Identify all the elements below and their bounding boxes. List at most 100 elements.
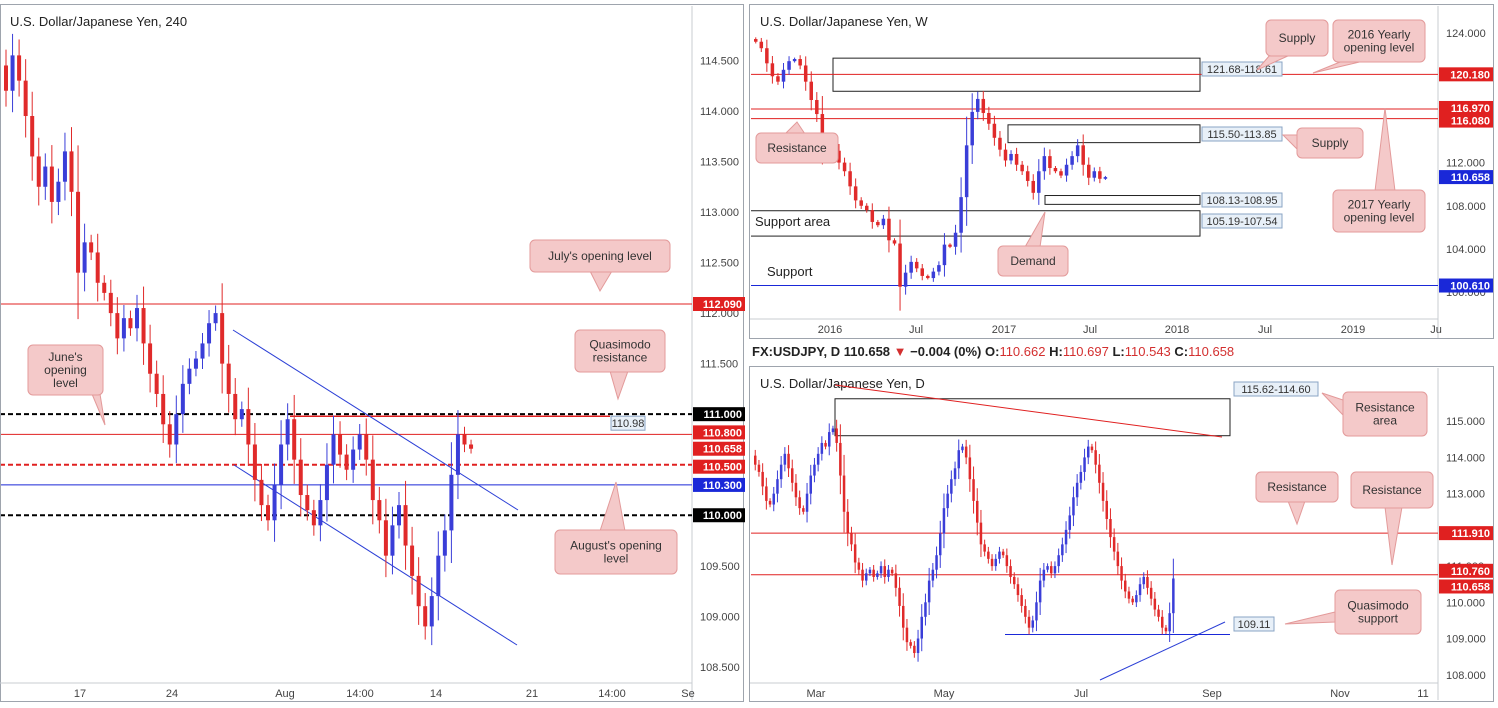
weekly-zone-label-bg bbox=[1201, 126, 1283, 142]
daily-candle bbox=[857, 562, 861, 570]
daily-candle bbox=[1105, 500, 1108, 520]
daily-candle bbox=[835, 428, 838, 443]
daily-candle bbox=[1050, 566, 1053, 574]
h4-x-tick: 14 bbox=[430, 688, 442, 700]
daily-candle bbox=[968, 457, 972, 480]
h4-candle bbox=[23, 80, 28, 117]
h4-candle bbox=[351, 449, 356, 470]
daily-candle bbox=[1079, 471, 1083, 483]
daily-candle bbox=[909, 642, 912, 646]
h4-y-tick: 108.500 bbox=[700, 662, 740, 674]
daily-candle bbox=[987, 551, 990, 559]
daily-candle bbox=[1094, 450, 1097, 465]
callout-junes-opening-text: level bbox=[53, 376, 78, 390]
h4-price-tag: 110.500 bbox=[703, 462, 742, 474]
daily-y-tick: 109.000 bbox=[1446, 634, 1486, 646]
weekly-support-label: Support bbox=[767, 264, 813, 279]
weekly-x-tick: 2016 bbox=[818, 324, 842, 336]
h4-candle bbox=[397, 505, 401, 526]
daily-candle bbox=[1109, 519, 1112, 538]
h4-candle bbox=[10, 55, 15, 91]
daily-candle bbox=[1116, 551, 1120, 567]
quote-open-label: O: bbox=[984, 344, 1000, 359]
h4-candle bbox=[187, 368, 192, 384]
daily-price-tag: 111.910 bbox=[1451, 528, 1490, 540]
daily-candle bbox=[757, 464, 761, 472]
weekly-zone-label: 105.19-107.54 bbox=[1207, 216, 1278, 228]
down-arrow-icon: ▼ bbox=[893, 344, 907, 359]
daily-candle bbox=[990, 558, 994, 567]
h4-y-tick: 112.500 bbox=[700, 258, 739, 270]
daily-candle bbox=[1072, 497, 1075, 516]
daily-x-tick: Mar bbox=[807, 688, 826, 700]
daily-trendline-resistance bbox=[834, 384, 1223, 438]
daily-candle bbox=[1068, 515, 1071, 530]
daily-candle bbox=[846, 511, 849, 534]
quote-bar: FX:USDJPY, D 110.658 ▼ −0.004 (0%) O:110… bbox=[752, 344, 1234, 359]
daily-candle bbox=[809, 475, 812, 494]
h4-price-tag-bg bbox=[693, 297, 745, 312]
weekly-candle bbox=[770, 63, 775, 77]
h4-x-tick: 14:00 bbox=[598, 688, 626, 700]
daily-candle bbox=[1061, 544, 1064, 556]
h4-candle bbox=[390, 525, 395, 556]
h4-y-tick: 114.500 bbox=[700, 55, 739, 67]
daily-candle bbox=[1142, 576, 1145, 585]
weekly-candle bbox=[959, 197, 963, 233]
callout-quasimodo-resistance-text: resistance bbox=[593, 351, 648, 365]
daily-candle bbox=[768, 500, 772, 505]
weekly-x-tick: Ju bbox=[1430, 324, 1442, 336]
daily-candle bbox=[1098, 464, 1101, 483]
h4-candle bbox=[200, 343, 205, 359]
weekly-candle bbox=[876, 221, 880, 226]
daily-candle bbox=[1001, 551, 1005, 556]
weekly-price-tag: 100.610 bbox=[1450, 281, 1490, 293]
h4-y-tick: 109.500 bbox=[700, 561, 740, 573]
weekly-candle bbox=[853, 186, 858, 201]
weekly-candle bbox=[1098, 171, 1102, 179]
daily-candle bbox=[872, 569, 875, 577]
h4-candle bbox=[239, 409, 244, 420]
daily-candle bbox=[861, 569, 864, 581]
h4-x-tick: Se bbox=[681, 688, 694, 700]
quote-close-label: C: bbox=[1174, 344, 1189, 359]
daily-candle bbox=[1101, 482, 1105, 501]
h4-y-tick: 111.500 bbox=[700, 359, 738, 371]
h4-candle bbox=[403, 505, 408, 546]
daily-candle bbox=[1057, 555, 1060, 567]
weekly-zone bbox=[751, 210, 1201, 237]
weekly-candle bbox=[942, 244, 947, 266]
quote-low: 110.543 bbox=[1124, 344, 1171, 359]
daily-candle bbox=[824, 442, 827, 447]
callout-yearly-2017-text: 2017 Yearly bbox=[1348, 198, 1411, 212]
weekly-candle bbox=[765, 48, 769, 64]
daily-candle bbox=[853, 544, 857, 563]
weekly-candle bbox=[920, 268, 924, 276]
h4-y-tick: 109.000 bbox=[700, 611, 740, 623]
h4-candle bbox=[292, 419, 297, 460]
daily-candle bbox=[1083, 457, 1086, 472]
daily-candle bbox=[972, 479, 975, 501]
daily-candle bbox=[879, 566, 883, 574]
daily-candle bbox=[831, 428, 835, 433]
weekly-candle bbox=[1031, 180, 1035, 193]
daily-candle bbox=[1090, 446, 1094, 451]
callout-weekly-supply-top-box bbox=[1265, 19, 1329, 57]
weekly-x-tick: Jul bbox=[1083, 324, 1097, 336]
daily-candle bbox=[979, 522, 983, 545]
h4-candle bbox=[213, 313, 218, 324]
callout-weekly-resistance-box bbox=[755, 132, 839, 164]
weekly-y-tick: 112.000 bbox=[1446, 158, 1485, 170]
h4-candle bbox=[95, 252, 100, 283]
daily-zone-label-bg bbox=[1233, 616, 1275, 632]
h4-candle bbox=[148, 343, 153, 374]
weekly-candle bbox=[803, 65, 808, 82]
h4-candle bbox=[121, 318, 126, 339]
weekly-candle bbox=[948, 244, 952, 247]
weekly-candle bbox=[1053, 168, 1058, 172]
daily-candle bbox=[924, 602, 927, 617]
weekly-candle bbox=[909, 261, 913, 273]
daily-x-tick: Sep bbox=[1202, 688, 1222, 700]
weekly-zone-label: 115.50-113.85 bbox=[1207, 129, 1276, 141]
